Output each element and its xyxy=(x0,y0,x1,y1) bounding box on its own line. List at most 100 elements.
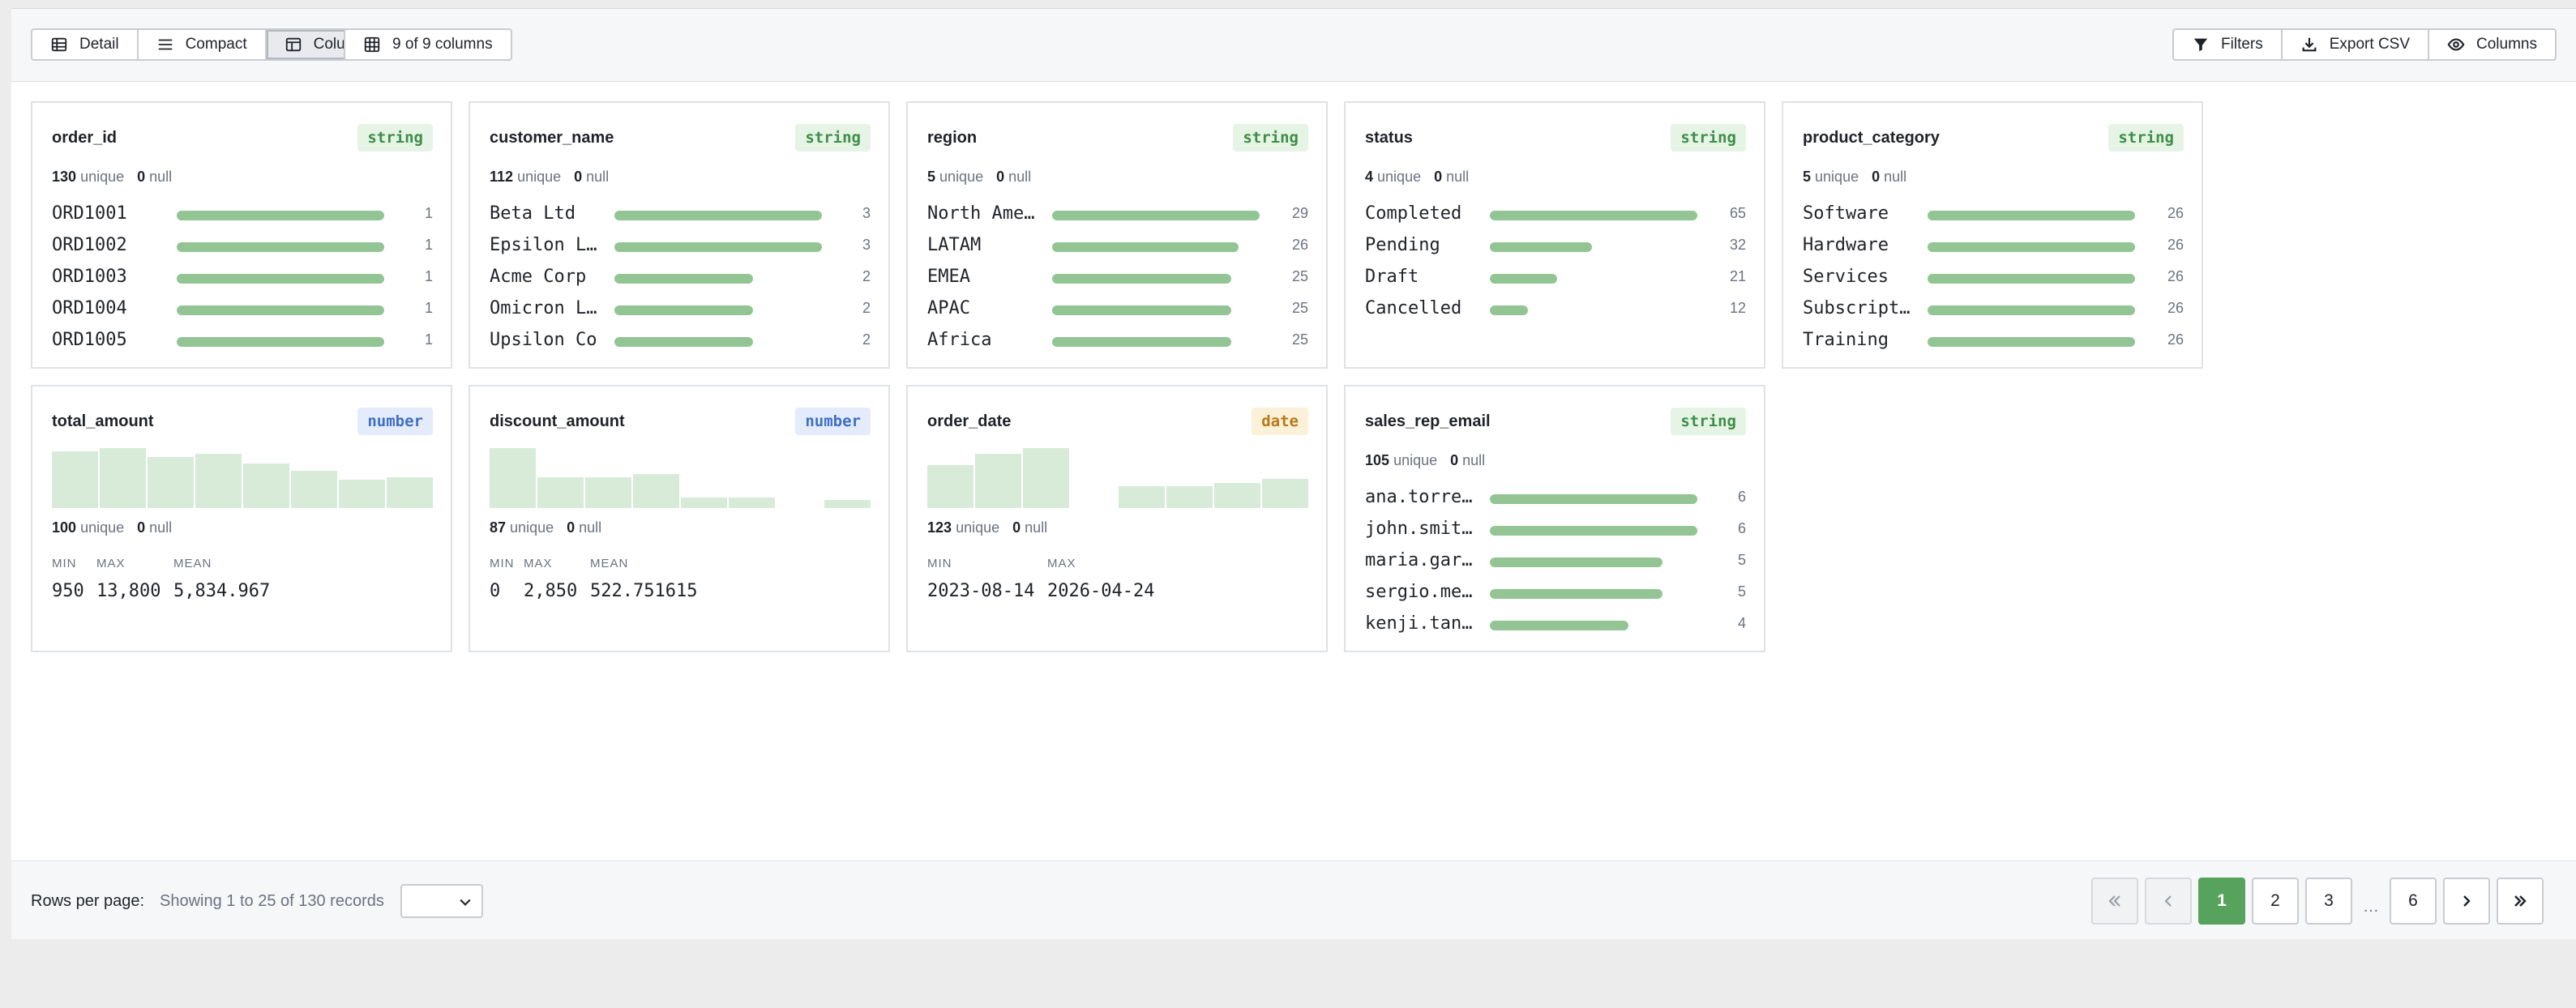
export-csv-button[interactable]: Export CSV xyxy=(2280,30,2428,59)
value-count: 1 xyxy=(424,331,433,348)
histogram-bar xyxy=(537,476,584,508)
frequency-bar-track xyxy=(177,211,384,220)
value-row[interactable]: Upsilon Co 2 xyxy=(490,327,871,358)
value-row[interactable]: sergio.me… 5 xyxy=(1365,579,1746,610)
column-card-order-date[interactable]: order_date date 123 unique 0 null MIN MAX… xyxy=(906,385,1328,652)
type-badge: string xyxy=(357,124,433,152)
value-list: ORD1001 1 ORD1002 1 ORD1003 1 ORD1004 1 ORD1005 1 xyxy=(52,200,433,358)
value-row[interactable]: ORD1004 1 xyxy=(52,295,433,327)
value-row[interactable]: Africa 25 xyxy=(927,327,1308,358)
column-card-status[interactable]: status string 4 unique 0 null Completed 65… xyxy=(1344,101,1765,369)
column-card-discount-amount[interactable]: discount_amount number 87 unique 0 null M… xyxy=(469,385,890,652)
frequency-bar xyxy=(1052,211,1260,220)
frequency-bar-track xyxy=(177,305,384,315)
value-row[interactable]: Completed 65 xyxy=(1365,200,1746,232)
value-count: 25 xyxy=(1291,331,1308,348)
columns-visibility-button[interactable]: Columns xyxy=(2428,30,2555,59)
value-label: LATAM xyxy=(927,235,982,255)
column-card-product-category[interactable]: product_category string 5 unique 0 null S… xyxy=(1782,101,2203,369)
value-row[interactable]: Hardware 26 xyxy=(1803,232,2184,263)
page-button-6[interactable]: 6 xyxy=(2390,878,2437,925)
value-row[interactable]: Draft 21 xyxy=(1365,263,1746,295)
value-row[interactable]: ORD1001 1 xyxy=(52,200,433,232)
value-count: 2 xyxy=(862,331,871,348)
value-row[interactable]: ORD1003 1 xyxy=(52,263,433,295)
frequency-bar-track xyxy=(1928,274,2135,284)
value-row[interactable]: North Ame… 29 xyxy=(927,200,1308,232)
column-card-order-id[interactable]: order_id string 130 unique 0 null ORD1001… xyxy=(31,101,452,369)
previous-page-button[interactable] xyxy=(2145,878,2192,925)
column-name: sales_rep_email xyxy=(1365,412,1491,430)
frequency-bar-track xyxy=(1490,621,1697,630)
value-row[interactable]: Subscript… 26 xyxy=(1803,295,2184,327)
view-compact-button[interactable]: Compact xyxy=(136,30,265,59)
type-badge: number xyxy=(357,408,433,435)
value-row[interactable]: ana.torre… 6 xyxy=(1365,484,1746,515)
column-name: discount_amount xyxy=(490,412,625,430)
chevron-left-icon xyxy=(2164,895,2172,907)
rows-per-page-select[interactable] xyxy=(400,884,483,918)
histogram-bar xyxy=(1214,482,1260,508)
chevrons-right-icon xyxy=(2514,895,2527,907)
value-count: 5 xyxy=(1737,583,1746,600)
histogram-bar xyxy=(824,499,871,508)
value-row[interactable]: Acme Corp 2 xyxy=(490,263,871,295)
histogram-bar xyxy=(681,497,727,508)
column-card-total-amount[interactable]: total_amount number 100 unique 0 null MIN… xyxy=(31,385,452,652)
frequency-bar xyxy=(177,242,384,252)
value-row[interactable]: Cancelled 12 xyxy=(1365,295,1746,327)
value-row[interactable]: kenji.tan… 4 xyxy=(1365,610,1746,642)
frequency-bar xyxy=(1052,305,1231,315)
view-detail-button[interactable]: Detail xyxy=(32,30,137,59)
value-row[interactable]: Services 26 xyxy=(1803,263,2184,295)
frequency-bar-track xyxy=(1490,242,1697,252)
histogram-bar xyxy=(927,464,973,508)
histogram-bar xyxy=(585,476,631,508)
value-label: Training xyxy=(1803,330,1889,350)
first-page-button[interactable] xyxy=(2091,878,2138,925)
value-row[interactable]: Beta Ltd 3 xyxy=(490,200,871,232)
page-button-2[interactable]: 2 xyxy=(2252,878,2299,925)
frequency-bar xyxy=(614,305,753,315)
column-card-region[interactable]: region string 5 unique 0 null North Ame… 2… xyxy=(906,101,1328,369)
frequency-bar xyxy=(1928,305,2135,315)
value-row[interactable]: Training 26 xyxy=(1803,327,2184,358)
value-row[interactable]: EMEA 25 xyxy=(927,263,1308,295)
column-stats: 100 unique 0 null xyxy=(52,519,172,536)
value-row[interactable]: john.smit… 6 xyxy=(1365,515,1746,547)
value-count: 65 xyxy=(1729,205,1746,221)
next-page-button[interactable] xyxy=(2443,878,2490,925)
value-row[interactable]: Software 26 xyxy=(1803,200,2184,232)
filter-icon xyxy=(2193,38,2208,52)
value-label: Pending xyxy=(1365,235,1440,255)
page-button-3[interactable]: 3 xyxy=(2305,878,2352,925)
max-label: MAX xyxy=(1047,557,1076,570)
value-row[interactable]: maria.gar… 5 xyxy=(1365,547,1746,579)
value-label: Acme Corp xyxy=(490,267,587,287)
frequency-bar-track xyxy=(1928,337,2135,347)
min-label: MIN xyxy=(52,557,77,570)
page-button-1[interactable]: 1 xyxy=(2198,878,2245,925)
columns-count-button[interactable]: 9 of 9 columns xyxy=(345,30,511,59)
column-stats: 130 unique 0 null xyxy=(52,169,172,186)
unique-count: 100 xyxy=(52,519,77,536)
value-row[interactable]: Epsilon L… 3 xyxy=(490,232,871,263)
view-detail-label: Detail xyxy=(79,36,119,53)
frequency-bar xyxy=(1052,337,1231,347)
table-icon xyxy=(51,37,67,52)
frequency-bar-track xyxy=(177,337,384,347)
last-page-button[interactable] xyxy=(2497,878,2544,925)
value-row[interactable]: Omicron L… 2 xyxy=(490,295,871,327)
value-row[interactable]: ORD1005 1 xyxy=(52,327,433,358)
value-row[interactable]: Pending 32 xyxy=(1365,232,1746,263)
columns-count-label: 9 of 9 columns xyxy=(392,36,493,53)
value-count: 26 xyxy=(2167,331,2184,348)
value-row[interactable]: LATAM 26 xyxy=(927,232,1308,263)
max-value: 2,850 xyxy=(524,581,578,601)
null-label: null xyxy=(1462,452,1486,468)
value-row[interactable]: APAC 25 xyxy=(927,295,1308,327)
column-card-customer-name[interactable]: customer_name string 112 unique 0 null Be… xyxy=(469,101,890,369)
column-card-sales-rep-email[interactable]: sales_rep_email string 105 unique 0 null … xyxy=(1344,385,1765,652)
value-row[interactable]: ORD1002 1 xyxy=(52,232,433,263)
filters-button[interactable]: Filters xyxy=(2174,30,2281,59)
